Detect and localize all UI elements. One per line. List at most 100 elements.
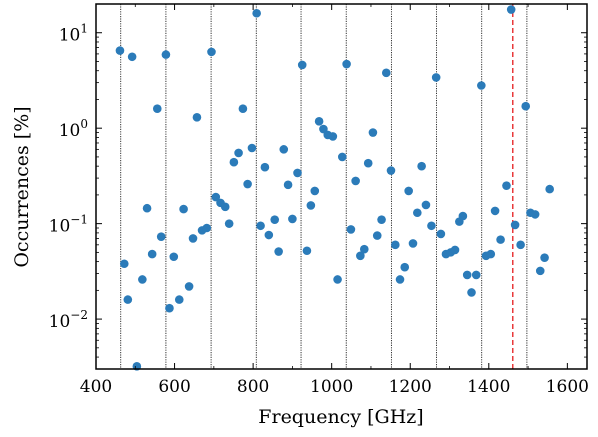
data-point <box>351 176 360 186</box>
data-point <box>395 275 405 284</box>
data-point <box>530 210 540 219</box>
data-point <box>462 270 472 280</box>
data-point <box>142 203 152 213</box>
data-point <box>545 184 554 194</box>
data-point <box>247 143 257 153</box>
data-point <box>238 104 248 114</box>
data-point <box>427 221 436 231</box>
data-point <box>202 223 212 233</box>
data-point <box>243 179 252 189</box>
data-point <box>346 225 356 234</box>
data-point <box>413 208 422 218</box>
y-tick-label: 10−1 <box>49 213 88 237</box>
data-point <box>119 259 129 269</box>
data-point <box>260 162 270 172</box>
data-point <box>264 230 274 240</box>
data-point <box>368 128 378 137</box>
y-tick-label: 101 <box>59 22 88 46</box>
data-point <box>404 186 413 196</box>
data-point <box>342 59 351 69</box>
data-point <box>467 288 476 297</box>
data-point <box>516 240 525 250</box>
data-point <box>386 166 396 175</box>
data-point <box>156 232 166 241</box>
data-point <box>417 161 426 171</box>
data-point <box>211 192 221 202</box>
reference-lines <box>120 4 528 369</box>
data-point <box>152 104 162 114</box>
x-tick-label: 400 <box>80 377 112 397</box>
data-point <box>535 266 545 276</box>
x-tick-label: 1600 <box>546 377 589 397</box>
data-point <box>147 249 157 259</box>
data-point <box>115 46 125 55</box>
x-axis-ticks: 400 600 800 1000 1200 1400 1600 <box>80 4 589 397</box>
x-tick-label: 800 <box>237 377 269 397</box>
data-point <box>319 124 328 134</box>
y-axis-label: Occurrences [%] <box>11 106 33 267</box>
data-point <box>192 113 202 122</box>
data-point <box>458 211 468 221</box>
data-point <box>288 214 297 224</box>
data-point <box>220 202 230 212</box>
data-point <box>165 303 174 313</box>
data-point <box>302 246 312 256</box>
data-point <box>279 145 289 154</box>
data-point <box>314 117 324 126</box>
data-point <box>138 275 147 284</box>
data-point <box>359 244 369 254</box>
data-point <box>381 68 391 78</box>
data-point <box>486 249 496 259</box>
data-point <box>256 221 265 231</box>
data-point <box>421 200 431 210</box>
x-tick-label: 1000 <box>310 377 353 397</box>
data-point <box>363 158 373 168</box>
data-point <box>179 204 188 214</box>
data-point <box>123 295 133 304</box>
data-point <box>356 251 365 261</box>
data-point <box>372 231 382 240</box>
data-point <box>506 5 516 14</box>
data-point <box>431 73 441 82</box>
data-point <box>127 52 137 62</box>
data-point <box>174 295 184 304</box>
data-point <box>391 240 400 250</box>
data-point <box>490 206 500 216</box>
data-point <box>283 180 293 190</box>
data-point <box>184 282 194 291</box>
data-point <box>450 245 460 255</box>
data-point <box>400 262 410 272</box>
data-point <box>521 101 531 111</box>
y-axis-ticks: 10−2 10−1 100 101 <box>49 3 587 370</box>
data-point <box>477 81 486 90</box>
data-point <box>274 247 283 256</box>
y-tick-label: 10−2 <box>49 308 88 332</box>
data-point <box>496 235 505 244</box>
data-point <box>234 148 243 158</box>
data-point <box>306 201 316 210</box>
data-point <box>328 132 338 141</box>
data-point <box>337 152 347 162</box>
x-tick-label: 1400 <box>467 377 510 397</box>
data-point <box>224 219 234 228</box>
data-point <box>161 50 171 59</box>
data-point <box>540 253 549 262</box>
data-point <box>252 8 261 18</box>
data-point <box>207 47 216 57</box>
x-axis-label: Frequency [GHz] <box>258 406 423 428</box>
data-point <box>188 234 198 243</box>
y-tick-label: 100 <box>59 117 88 141</box>
data-point <box>436 229 446 239</box>
data-point <box>510 220 520 230</box>
data-point <box>293 168 302 178</box>
x-tick-label: 600 <box>158 377 190 397</box>
data-point <box>169 252 179 262</box>
data-point <box>377 215 386 224</box>
data-points <box>115 5 554 371</box>
data-point <box>297 60 307 70</box>
data-point <box>333 275 342 284</box>
x-tick-label: 1200 <box>389 377 432 397</box>
data-point <box>408 239 418 248</box>
